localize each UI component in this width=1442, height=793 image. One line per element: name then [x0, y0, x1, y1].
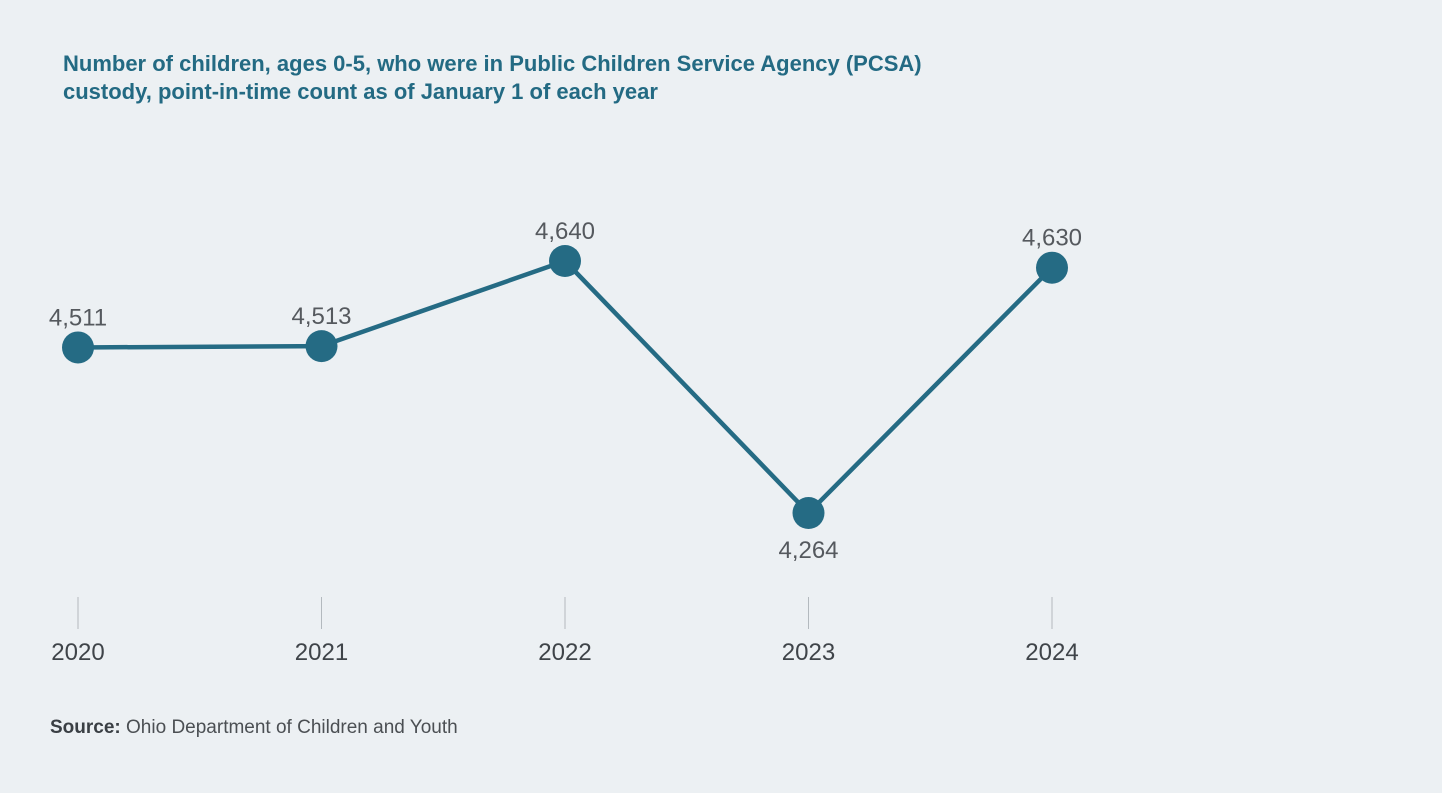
chart-title-line-1: Number of children, ages 0-5, who were i… — [63, 51, 922, 76]
x-tick-label-2020: 2020 — [51, 639, 104, 666]
data-point-2022 — [549, 245, 581, 277]
x-tick-label-2021: 2021 — [295, 639, 348, 666]
x-tick-label-2023: 2023 — [782, 639, 835, 666]
x-tick-label-2024: 2024 — [1025, 639, 1078, 666]
data-point-2023 — [792, 497, 825, 529]
data-point-2020 — [62, 331, 94, 364]
chart-title: Number of children, ages 0-5, who were i… — [63, 50, 1163, 106]
source-note: Source: Ohio Department of Children and … — [50, 717, 458, 739]
data-label-2021: 4,513 — [291, 303, 351, 330]
source-text: Ohio Department of Children and Youth — [126, 717, 458, 738]
data-label-2024: 4,630 — [1022, 225, 1082, 252]
x-tick-label-2022: 2022 — [538, 639, 591, 666]
data-label-2023: 4,264 — [778, 537, 838, 564]
data-point-2024 — [1036, 251, 1068, 284]
chart-title-line-2: custody, point-in-time count as of Janua… — [63, 79, 658, 104]
source-label: Source: — [50, 717, 121, 738]
data-label-2020: 4,511 — [49, 304, 107, 331]
data-point-2021 — [305, 330, 338, 363]
data-label-2022: 4,640 — [535, 218, 595, 245]
series-line — [75, 258, 1055, 516]
